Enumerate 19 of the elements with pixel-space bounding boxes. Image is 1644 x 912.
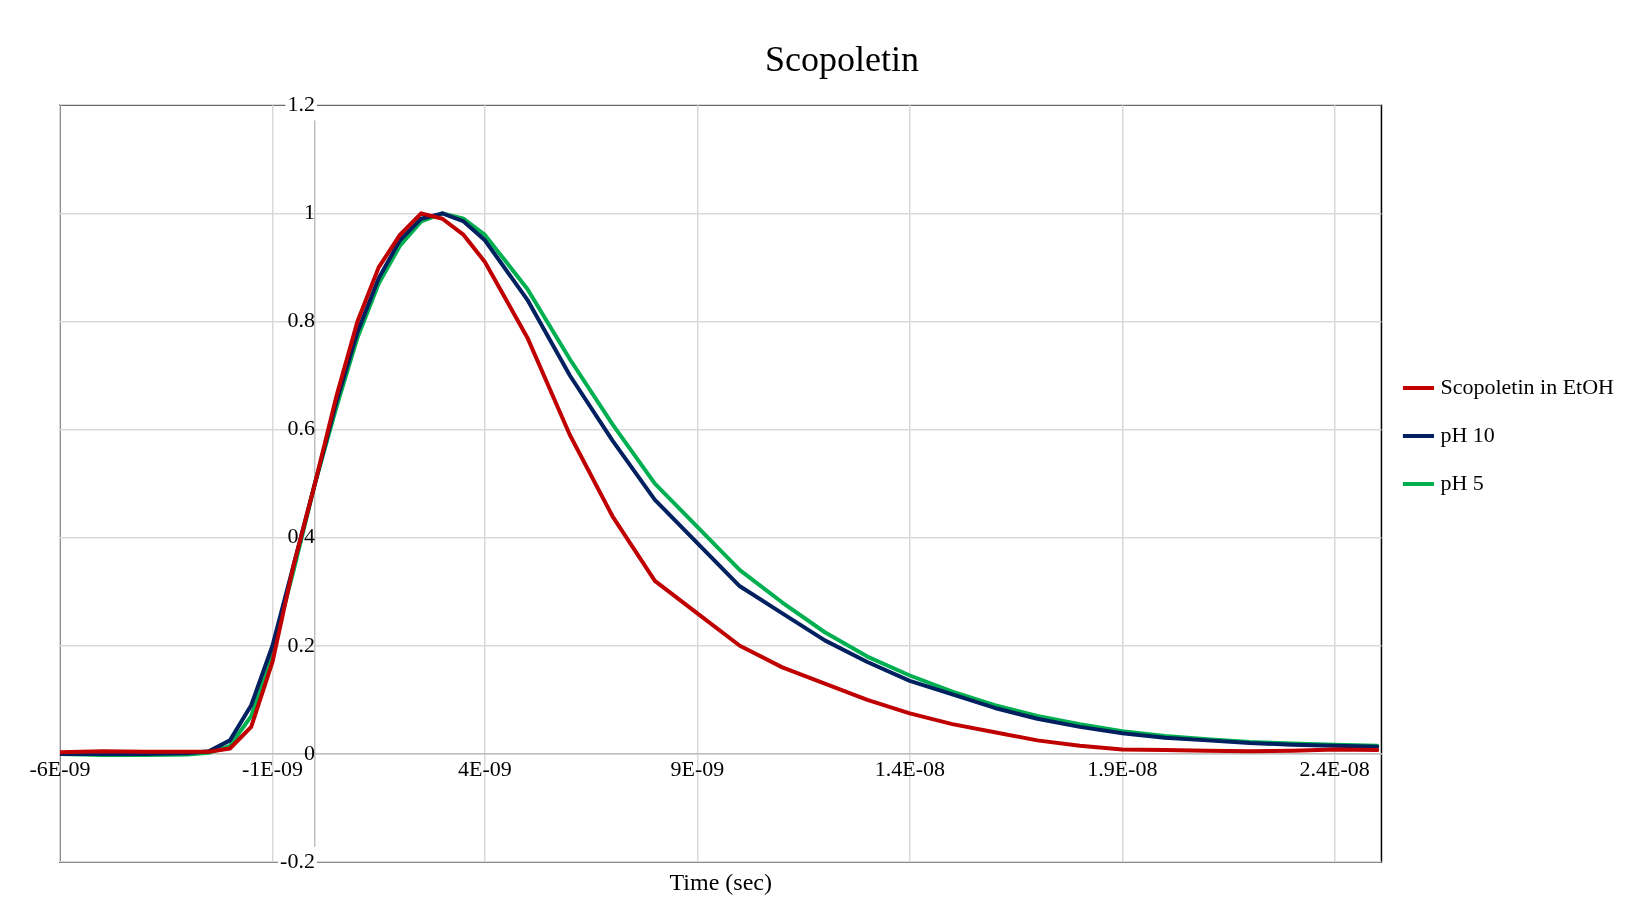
y-tick-label: -0.2	[280, 847, 315, 873]
x-axis-title: Time (sec)	[669, 869, 772, 896]
x-tick-label: 1.9E-08	[1087, 755, 1158, 781]
x-tick-label: 1.4E-08	[874, 755, 945, 781]
x-tick-label: -6E-09	[29, 755, 91, 781]
y-tick-label: 1	[303, 199, 315, 225]
y-tick-label: 1.2	[287, 90, 315, 116]
x-tick-label: 2.4E-08	[1299, 755, 1370, 781]
x-tick-label: -1E-09	[241, 755, 303, 781]
legend-label: pH 10	[1440, 421, 1495, 447]
y-tick-label: 0.8	[287, 307, 315, 333]
x-tick-label: 4E-09	[458, 755, 512, 781]
chart-title: Scopoletin	[765, 39, 919, 80]
y-tick-label: 0	[303, 739, 315, 765]
legend-label: Scopoletin in EtOH	[1440, 373, 1615, 399]
y-tick-label: 0.6	[287, 415, 315, 441]
x-tick-label: 9E-09	[670, 755, 725, 781]
y-tick-label: 0.2	[287, 631, 315, 657]
legend-label: pH 5	[1440, 469, 1484, 495]
